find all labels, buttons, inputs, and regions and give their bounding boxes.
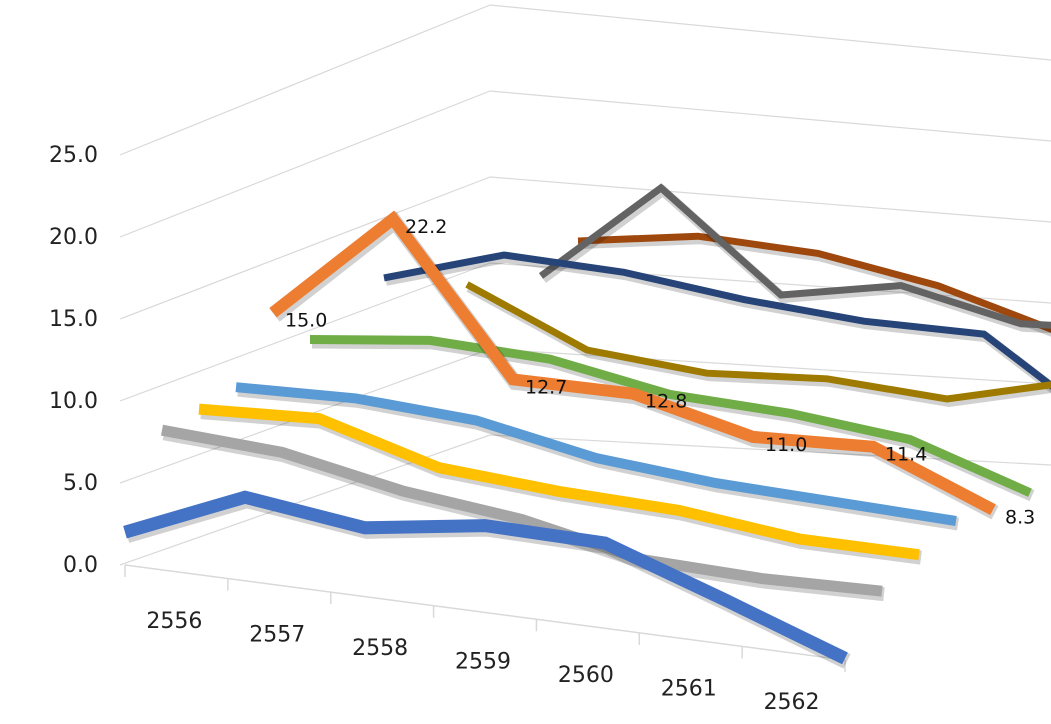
gridline-left — [119, 4, 491, 156]
data-label: 8.3 — [1005, 507, 1035, 529]
x-tick-label: 2559 — [455, 650, 511, 675]
x-tick-label: 2560 — [558, 663, 614, 688]
series-line — [160, 424, 883, 597]
y-tick-label: 20.0 — [49, 225, 98, 250]
gridline-back — [489, 176, 1051, 223]
data-label: 12.7 — [525, 376, 567, 398]
gridline-back — [489, 348, 1051, 385]
x-tick-label: 2556 — [146, 609, 202, 634]
x-axis-line — [124, 564, 846, 661]
y-tick-label: 10.0 — [49, 389, 98, 414]
gridline-back — [489, 90, 1051, 142]
gridline-left — [119, 176, 491, 320]
y-tick-label: 5.0 — [63, 471, 98, 496]
data-label: 15.0 — [285, 310, 327, 332]
x-tick-label: 2557 — [249, 622, 305, 647]
gridline-left — [119, 90, 491, 238]
gridline-left — [119, 434, 491, 566]
data-label: 12.8 — [645, 391, 687, 413]
y-tick-label: 0.0 — [63, 553, 98, 578]
y-tick-label: 15.0 — [49, 307, 98, 332]
series-line — [465, 281, 1051, 403]
gridline-left — [119, 262, 491, 402]
series-line — [198, 403, 920, 561]
series-line — [235, 382, 957, 526]
gridline-back — [489, 4, 1051, 61]
data-label: 11.0 — [765, 434, 807, 456]
series-line — [538, 183, 1051, 329]
x-tick-label: 2561 — [661, 677, 717, 702]
x-tick-label: 2558 — [352, 636, 408, 661]
data-label: 11.4 — [885, 444, 927, 466]
data-label: 22.2 — [405, 216, 447, 238]
y-tick-label: 25.0 — [49, 143, 98, 168]
x-tick-label: 2562 — [764, 690, 820, 715]
